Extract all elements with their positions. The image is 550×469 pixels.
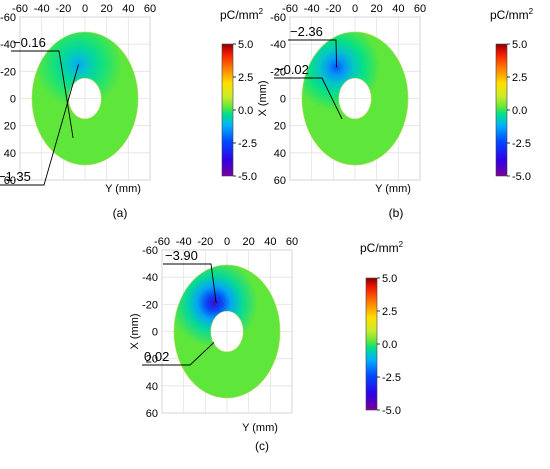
y-tick-label: 0: [10, 94, 16, 106]
annotation-label: 0.02: [144, 349, 169, 364]
y-tick-label: -40: [142, 272, 158, 284]
y-tick-label: -60: [0, 12, 16, 24]
y-tick-label: 40: [274, 148, 286, 160]
ring-outline: [173, 264, 281, 399]
colorbar-tick-label: -2.5: [512, 138, 531, 150]
y-tick-label: 40: [4, 148, 16, 160]
annotation-leader: [288, 39, 338, 68]
colorbar-unit: pC/mm2: [220, 7, 264, 22]
y-tick-label: 20: [274, 121, 286, 133]
x-tick-label: 20: [371, 3, 383, 15]
annotation-leader: [274, 77, 343, 120]
colorbar-unit: pC/mm2: [360, 240, 404, 255]
colorbar-tick-label: 0.0: [382, 339, 397, 351]
colorbar-tick-label: -2.5: [238, 138, 257, 150]
plot-frame: [19, 16, 151, 181]
colorbar-tick-label: 5.0: [238, 39, 253, 51]
x-tick-label: -60: [12, 3, 28, 15]
panel-caption: (b): [389, 206, 404, 220]
x-tick-label: -40: [34, 3, 50, 15]
colorbar-tick-label: 0.0: [512, 105, 527, 117]
panel-caption: (a): [113, 206, 128, 220]
x-tick-label: 0: [82, 3, 88, 15]
y-tick-label: -60: [270, 12, 286, 24]
y-tick-label: -20: [0, 66, 16, 78]
colorbar-tick-label: -2.5: [382, 372, 401, 384]
x-tick-label: 40: [264, 236, 276, 248]
colorbar-tick-label: 0.0: [238, 105, 253, 117]
x-tick-label: 0: [352, 3, 358, 15]
y-tick-label: 60: [4, 175, 16, 187]
y-tick-label: 0: [280, 94, 286, 106]
x-tick-label: -20: [197, 236, 213, 248]
colorbar-unit-superscript: 2: [399, 240, 404, 249]
x-tick-label: 60: [144, 3, 156, 15]
plot-frame: [289, 16, 421, 181]
y-tick-label: 20: [146, 354, 158, 366]
y-tick-label: 20: [4, 121, 16, 133]
y-tick-label: 60: [274, 175, 286, 187]
x-tick-label: -20: [325, 3, 341, 15]
annotation-leader: [0, 64, 79, 186]
plot-frame: [161, 249, 293, 414]
y-tick-label: -20: [270, 66, 286, 78]
annotation-leader: [11, 50, 74, 138]
colorbar: [365, 277, 378, 411]
x-tick-label: 60: [414, 3, 426, 15]
colorbar: [495, 43, 508, 177]
x-tick-label: 20: [101, 3, 113, 15]
ring-outline: [301, 31, 409, 166]
colorbar: [221, 43, 234, 177]
colorbar-tick-label: -5.0: [382, 405, 401, 417]
y-tick-label: -40: [270, 39, 286, 51]
y-tick-label: 40: [146, 381, 158, 393]
x-tick-label: 0: [224, 236, 230, 248]
colorbar-unit: pC/mm2: [490, 7, 534, 22]
colorbar-tick-label: 2.5: [382, 306, 397, 318]
annotation-label: −3.90: [165, 248, 198, 263]
colorbar-tick-label: 5.0: [512, 39, 527, 51]
annotation-label: −0.16: [13, 35, 46, 50]
x-tick-label: -40: [176, 236, 192, 248]
colorbar-unit-superscript: 2: [259, 7, 264, 16]
colorbar-tick-label: -5.0: [238, 171, 257, 183]
colorbar-tick-label: 5.0: [382, 273, 397, 285]
x-tick-label: 40: [392, 3, 404, 15]
x-tick-label: -60: [282, 3, 298, 15]
x-tick-label: -60: [154, 236, 170, 248]
ring-hotspot: [173, 264, 281, 399]
x-tick-label: 60: [286, 236, 298, 248]
annotation-label: −1.35: [0, 169, 31, 184]
colorbar-tick-label: 2.5: [512, 72, 527, 84]
ring-outline: [31, 31, 139, 166]
x-tick-label: 40: [122, 3, 134, 15]
x-axis-label: Y (mm): [242, 422, 278, 434]
annotation-leader: [142, 342, 215, 366]
annotation-leader: [163, 263, 217, 304]
y-tick-label: -60: [142, 245, 158, 257]
chart-panel-3: -60 -40 -20 0 20 40 60 -60 -40 -20 0 20 40 60 Y (mm) X …: [129, 236, 404, 453]
annotation-label: −2.36: [290, 24, 323, 39]
ring-hotspot: [31, 31, 139, 166]
y-axis-label: X (mm): [129, 313, 141, 349]
x-axis-label: Y (mm): [375, 183, 411, 195]
ring-hotspot: [301, 31, 409, 166]
y-tick-label: -20: [142, 299, 158, 311]
colorbar-tick-label: 2.5: [238, 72, 253, 84]
colorbar-tick-label: -5.0: [512, 171, 531, 183]
x-axis-label: Y (mm): [105, 183, 141, 195]
annotation-label: −0.02: [276, 62, 309, 77]
y-tick-label: -40: [0, 39, 16, 51]
y-axis-label: X (mm): [257, 80, 269, 116]
x-tick-label: 20: [243, 236, 255, 248]
y-tick-label: 0: [152, 327, 158, 339]
y-tick-label: 60: [146, 408, 158, 420]
panel-caption: (c): [255, 439, 269, 453]
chart-panel-2: -60 -40 -20 0 20 40 60 -60 -40 -20 0 20 40 60 Y (mm) X …: [257, 3, 534, 220]
colorbar-unit-superscript: 2: [529, 7, 534, 16]
x-tick-label: -40: [304, 3, 320, 15]
x-tick-label: -20: [55, 3, 71, 15]
